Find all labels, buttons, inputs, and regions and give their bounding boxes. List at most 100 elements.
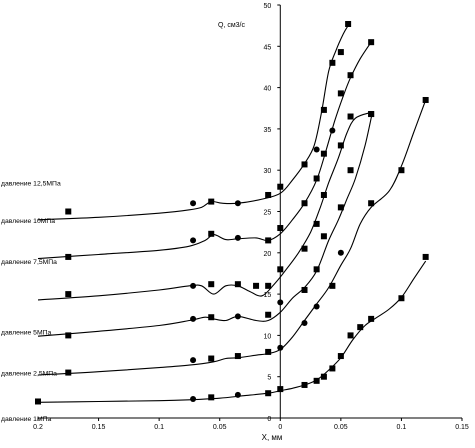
data-point: [277, 225, 284, 232]
data-point: [301, 161, 308, 168]
data-point: [347, 113, 354, 120]
series-curves: [37, 25, 427, 403]
series-labels: давление 12,5МПа давление 10МПа давление 7…: [1, 181, 61, 423]
data-point: [337, 249, 344, 256]
data-point: [320, 373, 327, 380]
data-point: [345, 20, 352, 27]
x-tick-label: 0.1: [397, 424, 407, 431]
data-point: [265, 282, 272, 289]
data-point: [368, 315, 375, 322]
data-point: [234, 281, 241, 288]
data-point: [65, 253, 72, 260]
data-point: [190, 237, 197, 244]
data-point: [35, 398, 41, 405]
data-point: [265, 348, 272, 355]
data-point: [253, 282, 260, 289]
x-tick-label: 0.05: [334, 424, 348, 431]
y-tick-label: 50: [263, 3, 271, 10]
x-tick-label: 0.1: [154, 424, 164, 431]
data-point: [190, 357, 197, 364]
data-point: [320, 150, 327, 157]
data-point: [234, 391, 241, 398]
x-tick-label: 0: [278, 424, 282, 431]
data-point: [65, 208, 72, 215]
data-point: [65, 369, 72, 376]
data-point: [301, 320, 308, 327]
data-point: [329, 365, 336, 372]
data-point: [368, 111, 375, 118]
data-point: [347, 72, 354, 79]
data-point: [320, 233, 327, 240]
data-point: [313, 377, 320, 384]
data-point: [208, 394, 215, 401]
data-point: [234, 313, 241, 320]
data-point: [277, 266, 284, 273]
y-tick-label: 15: [263, 292, 271, 299]
data-point: [398, 167, 405, 174]
data-point: [329, 282, 336, 289]
data-point: [337, 142, 344, 149]
data-point: [277, 183, 284, 190]
series-label: давление 2,5МПа: [1, 371, 57, 378]
data-point: [357, 324, 364, 331]
data-point: [313, 146, 320, 153]
data-point: [313, 266, 320, 273]
data-point: [398, 295, 405, 302]
data-point: [65, 332, 72, 339]
y-tick-label: 30: [263, 168, 271, 175]
x-axis-label: X, мм: [262, 433, 283, 442]
data-point: [190, 396, 197, 403]
series-markers: [35, 20, 429, 405]
y-tick-label: 35: [263, 127, 271, 134]
data-point: [320, 191, 327, 198]
data-point: [337, 353, 344, 360]
data-point: [208, 355, 215, 362]
y-tick-label: 20: [263, 251, 271, 258]
series-label: давление 10МПа: [1, 218, 55, 225]
data-point: [337, 90, 344, 97]
series-label: давление 1МПа: [1, 416, 51, 423]
series-label: давление 5МПа: [1, 329, 51, 336]
data-point: [265, 191, 272, 198]
data-point: [301, 381, 308, 388]
data-point: [337, 49, 344, 56]
data-point: [265, 390, 272, 397]
series-line: [37, 25, 349, 221]
data-point: [234, 200, 241, 207]
data-point: [313, 220, 320, 227]
data-point: [422, 253, 429, 260]
series-label: давление 12,5МПа: [1, 181, 61, 188]
data-point: [320, 106, 327, 113]
data-point: [265, 237, 272, 244]
data-point: [301, 245, 308, 252]
data-point: [347, 167, 354, 174]
data-point: [208, 230, 215, 237]
series-line: [37, 112, 373, 337]
data-point: [368, 39, 375, 46]
data-point: [190, 200, 197, 207]
y-tick-label: 25: [263, 210, 271, 217]
data-point: [190, 315, 197, 322]
x-tick-label: 0.2: [33, 424, 43, 431]
data-point: [65, 291, 72, 298]
data-point: [337, 204, 344, 211]
data-point: [313, 175, 320, 182]
data-point: [277, 386, 284, 393]
data-point: [277, 299, 284, 306]
series-label: давление 7,5МПа: [1, 259, 57, 266]
y-tick-label: 10: [263, 333, 271, 340]
data-point: [301, 286, 308, 293]
data-point: [313, 303, 320, 310]
y-tick-label: 45: [263, 44, 271, 51]
data-point: [329, 127, 336, 134]
data-point: [329, 59, 336, 66]
y-tick-label: 40: [263, 86, 271, 93]
y-tick-label: 5: [267, 375, 271, 382]
series-line: [37, 99, 427, 376]
data-point: [208, 281, 215, 288]
data-point: [347, 332, 354, 339]
x-tick-label: 0.15: [92, 424, 106, 431]
data-point: [301, 200, 308, 207]
data-point: [208, 314, 215, 321]
